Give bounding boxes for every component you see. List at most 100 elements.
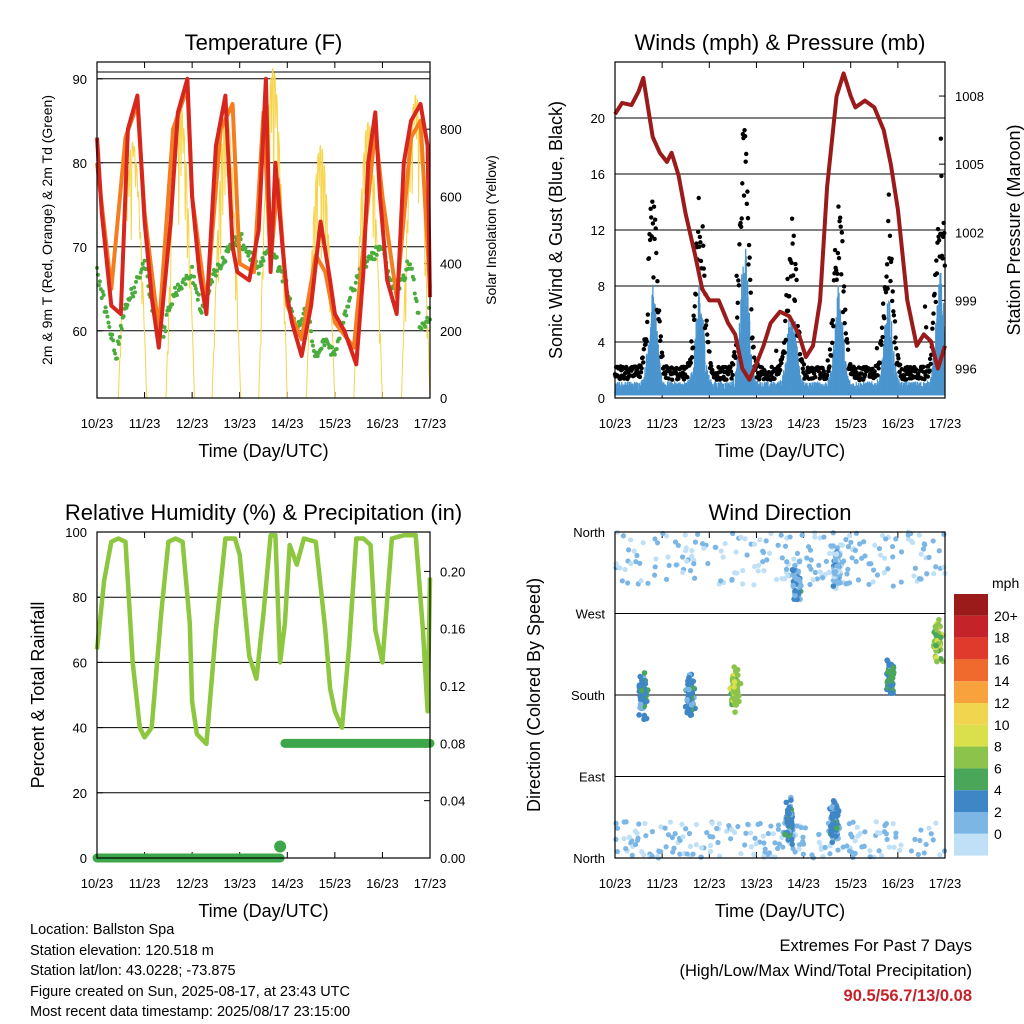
dewpoint-point	[163, 329, 168, 334]
y2-tick-label: 1008	[955, 89, 984, 104]
direction-point	[701, 545, 707, 551]
direction-point	[898, 842, 904, 848]
gust-point	[750, 335, 755, 340]
gust-point	[689, 355, 695, 360]
direction-point	[720, 554, 726, 560]
x-tick-label: 15/23	[319, 416, 352, 431]
gust-point	[880, 334, 885, 340]
dewpoint-point	[134, 279, 139, 284]
gust-point	[794, 277, 799, 283]
dewpoint-point	[423, 324, 428, 329]
direction-point	[872, 542, 878, 548]
direction-point	[761, 840, 767, 846]
direction-point	[764, 557, 770, 563]
dewpoint-point	[309, 329, 314, 334]
legend-swatch	[954, 594, 988, 616]
gust-point	[940, 234, 946, 239]
gust-point	[835, 250, 841, 256]
direction-point	[683, 826, 689, 832]
direction-point	[680, 834, 686, 840]
gust-point	[888, 278, 893, 284]
direction-point	[734, 672, 741, 678]
direction-point	[638, 687, 645, 694]
gust-point	[839, 272, 844, 277]
gust-point	[705, 332, 710, 337]
gust-point	[746, 242, 752, 248]
gust-point	[731, 362, 736, 367]
direction-point	[748, 844, 754, 850]
direction-point	[699, 541, 706, 547]
dewpoint-point	[425, 315, 430, 320]
gust-point	[825, 358, 830, 363]
gust-point	[742, 127, 747, 133]
dewpoint-point	[174, 293, 179, 298]
gust-point	[939, 173, 944, 179]
gust-point	[666, 376, 671, 381]
x-tick-label: 15/23	[834, 416, 867, 431]
direction-point	[827, 550, 833, 557]
direction-point	[742, 536, 748, 542]
gust-point	[840, 238, 845, 244]
direction-point	[808, 566, 814, 572]
direction-point	[718, 548, 724, 554]
gust-point	[639, 366, 644, 371]
gust-point	[841, 289, 846, 294]
dewpoint-point	[412, 291, 417, 296]
gust-point	[837, 219, 842, 224]
direction-point	[883, 831, 889, 837]
direction-point	[642, 820, 648, 827]
gust-point	[736, 283, 742, 288]
direction-point	[623, 819, 629, 825]
direction-point	[772, 840, 778, 846]
y-tick-label: 20	[591, 111, 605, 126]
direction-point	[846, 533, 853, 539]
gust-point	[742, 134, 748, 139]
direction-point	[679, 554, 686, 560]
gust-point	[836, 255, 842, 261]
gust-point	[844, 336, 850, 342]
gust-point	[834, 277, 839, 282]
precip-point	[274, 840, 287, 853]
gust-point	[785, 308, 791, 314]
gust-point	[942, 230, 947, 236]
legend-swatch	[954, 790, 988, 812]
gust-point	[831, 323, 836, 329]
direction-point	[796, 558, 803, 565]
gust-point	[738, 220, 743, 226]
direction-point	[818, 846, 824, 852]
gust-point	[741, 193, 747, 198]
dewpoint-point	[416, 310, 421, 315]
direction-point	[800, 834, 806, 840]
direction-point	[673, 562, 679, 568]
gust-point	[892, 319, 898, 324]
direction-point	[814, 576, 820, 582]
gust-point	[938, 231, 943, 237]
gust-point	[641, 346, 647, 352]
gust-point	[879, 342, 884, 347]
gust-point	[884, 274, 889, 279]
dewpoint-point	[104, 309, 109, 314]
dewpoint-point	[103, 305, 108, 310]
direction-point	[799, 532, 805, 538]
gust-point	[724, 377, 729, 382]
direction-point	[639, 677, 645, 684]
gust-point	[813, 374, 818, 380]
gust-point	[617, 376, 623, 382]
direction-point	[614, 848, 620, 855]
direction-point	[680, 569, 686, 576]
direction-point	[652, 564, 658, 570]
gust-point	[702, 273, 707, 278]
dewpoint-point	[414, 299, 419, 304]
gust-point	[885, 286, 890, 291]
direction-point	[830, 530, 836, 536]
direction-point	[765, 830, 771, 837]
gust-point	[685, 375, 690, 380]
direction-point	[752, 835, 758, 841]
direction-point	[833, 833, 839, 839]
direction-point	[742, 842, 748, 848]
direction-point	[855, 577, 862, 583]
legend-swatch	[954, 637, 988, 660]
direction-point	[911, 573, 917, 579]
gust-point	[891, 309, 896, 314]
y-axis-label: Sonic Wind & Gust (Blue, Black)	[546, 101, 566, 359]
